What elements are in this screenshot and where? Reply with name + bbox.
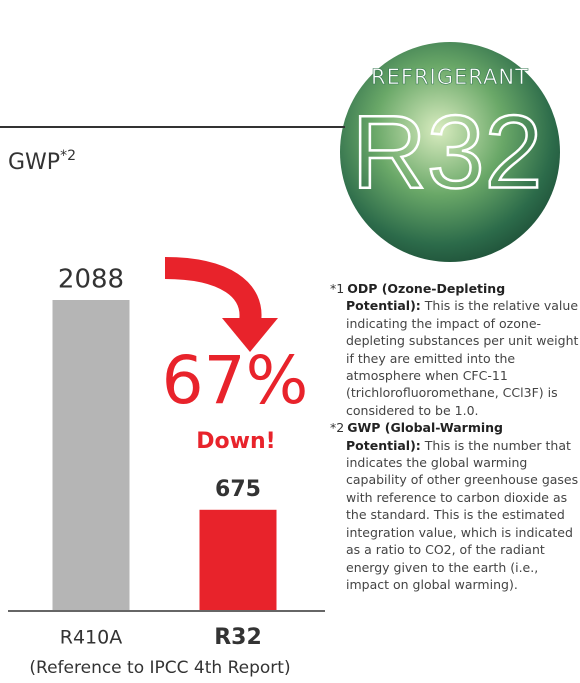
- footnote-marker: *1: [330, 281, 344, 296]
- page: {"chart_data": {"type": "bar", "title": …: [0, 0, 580, 683]
- category-label: R410A: [60, 627, 122, 649]
- chart-title: GWP*2: [8, 148, 76, 175]
- category-label: R32: [214, 625, 262, 650]
- reduction-label: Down!: [196, 429, 275, 454]
- source: (Reference to IPCC 4th Report): [29, 658, 290, 678]
- reduction-percent: 67%: [162, 342, 309, 419]
- bar: [53, 300, 130, 610]
- value-label: 2088: [58, 265, 124, 295]
- footnote-marker: *2: [330, 420, 344, 435]
- logo-top: REFRIGERANT: [371, 65, 529, 89]
- bar: [200, 510, 277, 610]
- logo-main: R32: [352, 94, 543, 210]
- footnote-text: This is the number that indicates the gl…: [346, 438, 578, 592]
- arrow-shaft: [165, 268, 251, 322]
- title-note: *2: [60, 148, 76, 164]
- title-text: GWP: [8, 150, 60, 175]
- value-label: 675: [215, 477, 261, 502]
- footnote-text: This is the relative value indicating th…: [346, 298, 578, 417]
